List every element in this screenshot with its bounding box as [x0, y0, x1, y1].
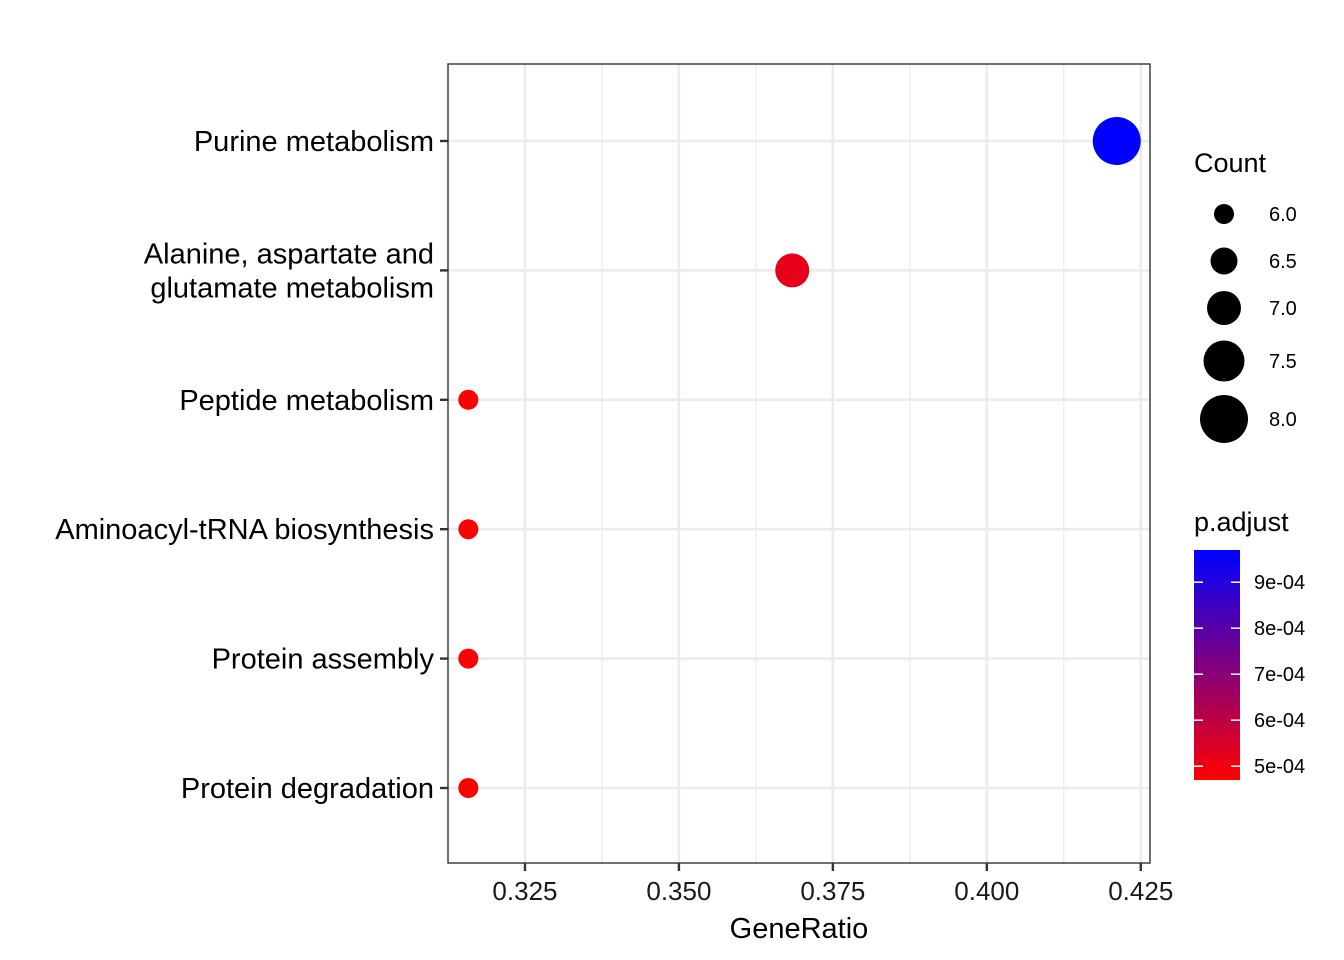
p-adjust-color-legend: p.adjust 5e-04 6e-04 7e-04 8e-04 9e-04	[1194, 507, 1305, 780]
y-tick-label: Alanine, aspartate and glutamate metaboli…	[144, 238, 434, 304]
y-tick-label: Aminoacyl-tRNA biosynthesis	[55, 514, 434, 546]
size-legend-label: 7.0	[1269, 298, 1297, 320]
x-tick-label: 0.375	[800, 876, 865, 906]
y-axis: Purine metabolism Alanine, aspartate and g…	[55, 126, 448, 805]
color-bar-tick-label: 8e-04	[1254, 618, 1305, 640]
color-legend-title: p.adjust	[1194, 507, 1289, 537]
y-tick-label: Purine metabolism	[194, 126, 434, 158]
color-bar-ticks: 5e-04 6e-04 7e-04 8e-04 9e-04	[1194, 572, 1305, 778]
data-point	[458, 648, 479, 669]
size-legend-key	[1210, 247, 1238, 275]
size-legend-title: Count	[1194, 148, 1267, 178]
y-tick-label: Protein degradation	[181, 773, 434, 805]
x-tick-label: 0.425	[1108, 876, 1173, 906]
size-legend-key	[1207, 291, 1241, 325]
major-gridlines	[448, 64, 1150, 863]
data-points	[458, 117, 1141, 798]
y-tick-label: Protein assembly	[212, 644, 435, 676]
color-bar-tick-label: 5e-04	[1254, 756, 1305, 778]
size-legend-label: 7.5	[1269, 351, 1297, 373]
x-tick-label: 0.325	[492, 876, 557, 906]
data-point	[775, 253, 810, 288]
x-tick-label: 0.400	[954, 876, 1019, 906]
y-tick-label: Peptide metabolism	[179, 385, 434, 417]
color-bar-tick-label: 7e-04	[1254, 664, 1305, 686]
x-axis: 0.325 0.350 0.375 0.400 0.425	[492, 863, 1173, 906]
x-axis-title: GeneRatio	[730, 913, 869, 945]
count-size-legend: Count 6.0 6.5 7.0 7.5 8.0	[1194, 148, 1297, 443]
data-point	[458, 389, 479, 410]
size-legend-label: 8.0	[1269, 409, 1297, 431]
size-legend-key	[1200, 395, 1248, 443]
size-legend-label: 6.0	[1269, 204, 1297, 226]
panel-border	[447, 63, 1151, 864]
size-legend-items: 6.0 6.5 7.0 7.5 8.0	[1200, 204, 1297, 443]
color-bar	[1194, 550, 1240, 780]
size-legend-key	[1214, 204, 1234, 224]
size-legend-label: 6.5	[1269, 251, 1297, 273]
panel-background	[448, 64, 1150, 863]
data-point	[458, 778, 479, 798]
color-bar-tick-label: 9e-04	[1254, 572, 1305, 594]
data-point	[458, 519, 479, 540]
plot-panel	[447, 63, 1151, 864]
size-legend-key	[1203, 340, 1245, 382]
x-tick-label: 0.350	[646, 876, 711, 906]
color-bar-tick-label: 6e-04	[1254, 710, 1305, 732]
data-point	[1092, 117, 1141, 165]
